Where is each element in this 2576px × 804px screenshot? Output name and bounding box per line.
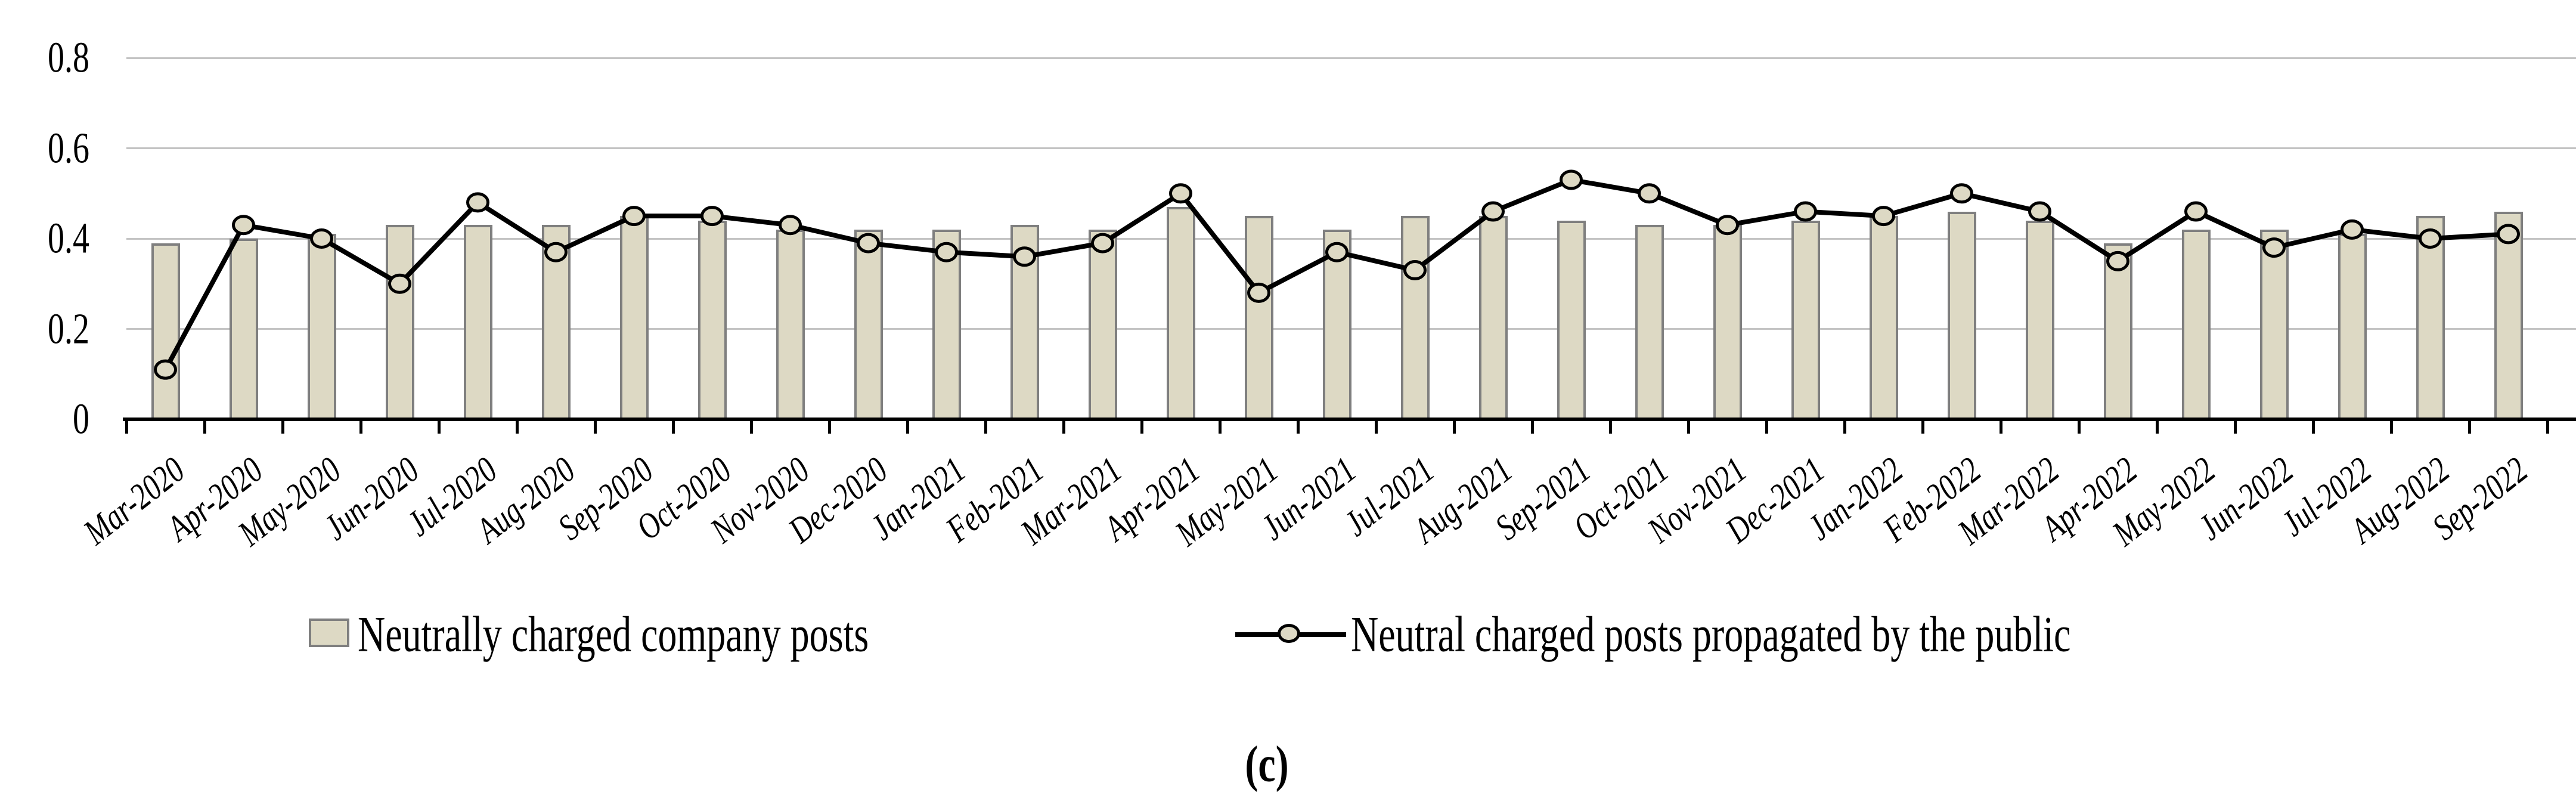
bar-Feb-2021 <box>1010 225 1039 419</box>
bar-Nov-2020 <box>776 230 805 419</box>
x-axis-tick <box>1219 420 1222 434</box>
bar-Dec-2020 <box>854 230 883 419</box>
x-axis-tick <box>2312 420 2315 434</box>
bar-Jun-2021 <box>1322 230 1351 419</box>
y-axis-label: 0.2 <box>48 305 89 353</box>
bar-Sep-2020 <box>619 216 649 419</box>
subfigure-caption: (c) <box>1245 735 1289 793</box>
legend: Neutrally charged company posts Neutral … <box>0 599 2576 670</box>
data-point-marker-Apr-2020 <box>232 215 255 236</box>
x-axis-tick <box>1843 420 1846 434</box>
bar-Oct-2021 <box>1635 225 1664 419</box>
x-axis-tick <box>594 420 597 434</box>
bar-Apr-2022 <box>2103 243 2132 419</box>
bar-Mar-2022 <box>2025 221 2054 419</box>
bar-Oct-2020 <box>698 221 727 419</box>
bar-Apr-2020 <box>229 239 258 419</box>
x-axis-tick <box>1375 420 1378 434</box>
y-axis-label: 0.6 <box>48 124 89 172</box>
data-point-marker-Dec-2021 <box>1794 201 1817 222</box>
x-axis-tick <box>359 420 362 434</box>
y-axis-label: 0.4 <box>48 214 89 263</box>
bar-Jun-2022 <box>2259 230 2289 419</box>
x-axis-tick <box>2546 420 2549 434</box>
bar-Apr-2021 <box>1166 207 1195 419</box>
bar-Aug-2021 <box>1478 216 1508 419</box>
bar-Jan-2022 <box>1869 216 1898 419</box>
bar-May-2022 <box>2181 230 2211 419</box>
x-axis-tick <box>1062 420 1065 434</box>
x-axis-tick <box>438 420 441 434</box>
x-axis-tick <box>1609 420 1612 434</box>
x-axis-tick <box>516 420 519 434</box>
bar-Aug-2022 <box>2416 216 2445 419</box>
x-axis-tick <box>1297 420 1300 434</box>
x-axis-tick <box>1765 420 1768 434</box>
x-axis-tick <box>828 420 831 434</box>
x-axis-tick <box>1921 420 1924 434</box>
x-axis-tick <box>750 420 753 434</box>
x-axis-tick <box>1140 420 1143 434</box>
gridline <box>126 57 2576 59</box>
bar-Sep-2021 <box>1557 221 1586 419</box>
bar-Sep-2022 <box>2494 212 2523 419</box>
x-axis-tick <box>2078 420 2081 434</box>
bar-Jun-2020 <box>385 225 414 419</box>
data-point-marker-Sep-2021 <box>1560 169 1583 190</box>
x-axis-tick <box>125 420 128 434</box>
x-axis-tick <box>203 420 206 434</box>
data-point-marker-Mar-2022 <box>2028 201 2051 222</box>
bar-Jul-2022 <box>2338 234 2367 419</box>
data-point-marker-Jul-2020 <box>466 192 489 213</box>
data-point-marker-Apr-2021 <box>1169 183 1192 204</box>
bar-Jul-2021 <box>1400 216 1430 419</box>
bar-Nov-2021 <box>1713 225 1742 419</box>
x-axis-tick <box>984 420 987 434</box>
gridline <box>126 147 2576 149</box>
bar-May-2020 <box>307 234 336 419</box>
legend-label-line: Neutral charged posts propagated by the … <box>1351 606 2071 663</box>
x-axis-tick <box>2390 420 2393 434</box>
x-axis-tick <box>2468 420 2471 434</box>
x-axis-tick <box>906 420 909 434</box>
x-axis-line <box>123 418 2576 421</box>
x-axis-tick <box>281 420 284 434</box>
circle-marker-icon <box>1278 624 1300 643</box>
x-axis-tick <box>2000 420 2002 434</box>
y-axis-label: 0 <box>73 395 89 444</box>
bar-Aug-2020 <box>541 225 571 419</box>
x-axis-tick <box>1453 420 1456 434</box>
bar-Mar-2020 <box>151 243 180 419</box>
x-axis-tick <box>1687 420 1690 434</box>
data-point-marker-Oct-2021 <box>1638 183 1661 204</box>
y-axis-label: 0.8 <box>48 33 89 82</box>
bar-Feb-2022 <box>1947 212 1976 419</box>
x-axis-tick <box>672 420 675 434</box>
x-axis-tick <box>2156 420 2159 434</box>
bar-swatch-icon <box>309 619 349 647</box>
bar-Jan-2021 <box>932 230 961 419</box>
bar-Dec-2021 <box>1791 221 1820 419</box>
x-axis-tick <box>1531 420 1534 434</box>
bar-Jul-2020 <box>463 225 492 419</box>
bar-May-2021 <box>1244 216 1273 419</box>
x-axis-tick <box>2234 420 2237 434</box>
data-point-marker-May-2022 <box>2184 201 2208 222</box>
legend-label-bars: Neutrally charged company posts <box>358 606 869 663</box>
bar-Mar-2021 <box>1088 230 1117 419</box>
data-point-marker-Feb-2022 <box>1950 183 1973 204</box>
